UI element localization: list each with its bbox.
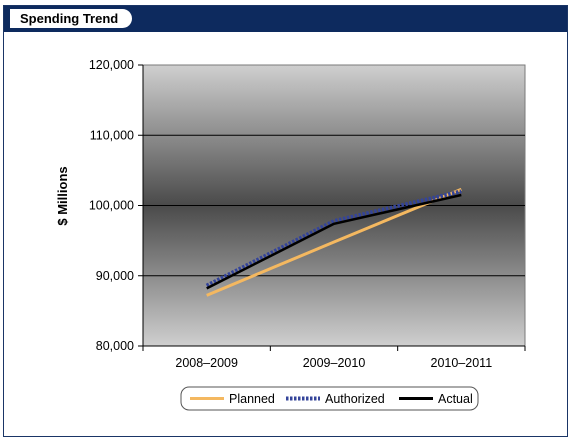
legend-label-authorized: Authorized <box>325 392 385 406</box>
y-tick-label: 90,000 <box>96 269 134 283</box>
y-tick-label: 100,000 <box>89 199 134 213</box>
series-line-authorized <box>205 189 462 288</box>
x-tick-label: 2010–2011 <box>431 356 493 370</box>
x-tick-label: 2009–2010 <box>303 356 366 370</box>
legend-box <box>180 386 479 411</box>
legend: Planned Authorized Actual <box>180 386 479 411</box>
legend-label-planned: Planned <box>229 392 275 406</box>
series-line-planned <box>206 187 462 297</box>
y-tick-label: 110,000 <box>90 128 134 142</box>
series-lines <box>205 187 462 297</box>
y-tick-labels: 80,000 90,000 100,000 110,000 120,000 <box>89 58 134 353</box>
y-axis-title: $ Millions <box>55 166 70 225</box>
legend-label-actual: Actual <box>438 392 473 406</box>
y-tick-label: 80,000 <box>96 339 134 353</box>
x-tick-labels: 2008–2009 2009–2010 2010–2011 <box>175 356 492 370</box>
panel-header: Spending Trend <box>4 6 567 32</box>
gridlines <box>138 64 525 347</box>
y-tick-label: 120,000 <box>89 58 134 72</box>
axes <box>142 65 526 351</box>
series-line-actual <box>206 193 462 290</box>
panel-title: Spending Trend <box>10 9 133 28</box>
x-tick-label: 2008–2009 <box>175 356 238 370</box>
